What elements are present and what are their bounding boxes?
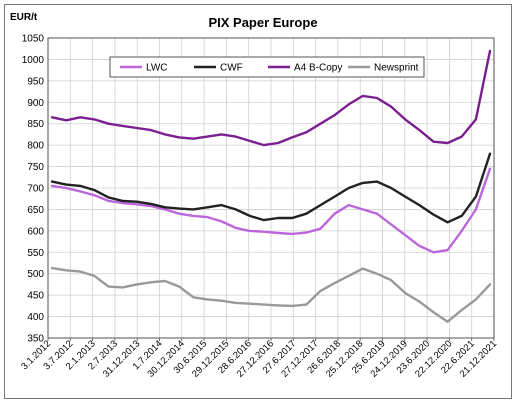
series-line-cwf — [50, 152, 492, 224]
y-tick-label: 800 — [27, 141, 44, 152]
y-tick-label: 350 — [27, 334, 44, 345]
y-tick-label: 1050 — [22, 34, 45, 45]
y-tick-label: 1000 — [22, 55, 45, 66]
chart-title: PIX Paper Europe — [208, 15, 317, 30]
y-axis-unit-label: EUR/t — [10, 12, 38, 23]
y-tick-label: 650 — [27, 205, 44, 216]
y-tick-label: 850 — [27, 119, 44, 130]
y-tick-label: 400 — [27, 312, 44, 323]
legend-label: Newsprint — [374, 63, 419, 74]
y-tick-label: 750 — [27, 162, 44, 173]
grid — [47, 37, 495, 339]
legend-label: CWF — [220, 63, 243, 74]
legend-label: A4 B-Copy — [294, 63, 342, 74]
y-tick-label: 450 — [27, 291, 44, 302]
x-axis-ticks: 3.1.20123.7.20122.1.20132.7.201331.12.20… — [19, 338, 499, 380]
y-tick-label: 700 — [27, 184, 44, 195]
legend-box — [109, 56, 425, 78]
legend: LWC CWF A4 B-Copy Newsprint — [109, 56, 425, 78]
series-lines — [50, 49, 492, 323]
series-line-a4-b-copy — [50, 49, 492, 147]
series-line-lwc — [50, 167, 492, 254]
y-axis-ticks: 350 400 450 500 550 600 650 700 750 800 850 900 950 1… — [22, 34, 45, 345]
y-tick-label: 950 — [27, 76, 44, 87]
y-tick-label: 600 — [27, 226, 44, 237]
y-tick-label: 900 — [27, 98, 44, 109]
y-tick-label: 500 — [27, 269, 44, 280]
series-line-newsprint — [50, 266, 492, 323]
legend-label: LWC — [146, 63, 167, 74]
y-tick-label: 550 — [27, 248, 44, 259]
